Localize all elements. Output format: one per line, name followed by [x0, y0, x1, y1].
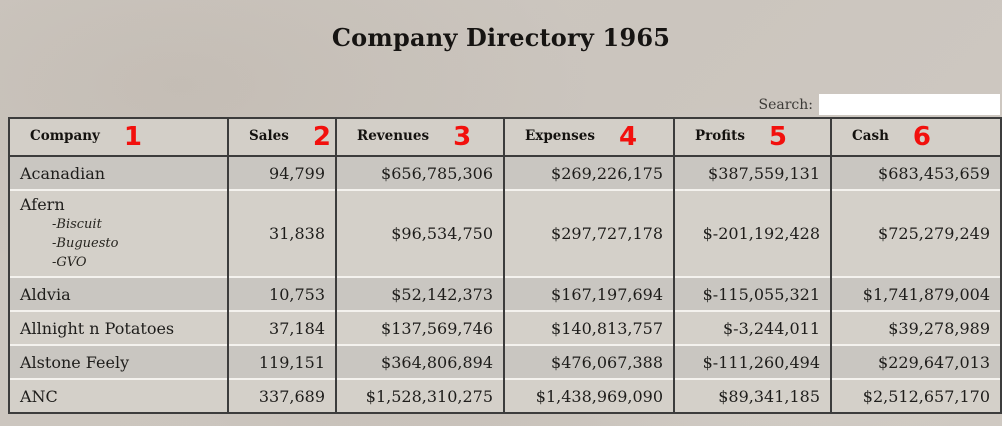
column-header-company[interactable]: Company 1 — [8, 118, 229, 156]
profits-value: $387,559,131 — [673, 156, 832, 190]
subsidiary-item: -Buguesto — [52, 236, 119, 251]
expenses-value: $297,727,178 — [503, 190, 675, 277]
sales-value: 337,689 — [227, 379, 337, 413]
company-name: ANC — [20, 386, 58, 406]
table-row-afern[interactable]: Afern -Biscuit -Buguesto -GVO 31,838 $96… — [8, 190, 1002, 277]
column-label: Cash — [852, 128, 889, 145]
search-bar: Search: — [758, 94, 1000, 115]
profits-value: $89,341,185 — [673, 379, 832, 413]
revenues-value: $96,534,750 — [335, 190, 505, 277]
column-label: Sales — [249, 128, 289, 145]
table-row-allnight-n-potatoes[interactable]: Allnight n Potatoes 37,184 $137,569,746 … — [8, 311, 1002, 345]
cash-value: $725,279,249 — [830, 190, 1002, 277]
revenues-value: $656,785,306 — [335, 156, 505, 190]
company-name: Aldvia — [20, 284, 71, 304]
revenues-value: $1,528,310,275 — [335, 379, 505, 413]
table-row-aldvia[interactable]: Aldvia 10,753 $52,142,373 $167,197,694 $… — [8, 277, 1002, 311]
revenues-value: $52,142,373 — [335, 277, 505, 311]
profits-value: $-111,260,494 — [673, 345, 832, 379]
annotation-badge-4: 4 — [618, 122, 638, 152]
column-header-cash[interactable]: Cash 6 — [830, 118, 1002, 156]
column-header-revenues[interactable]: Revenues 3 — [335, 118, 505, 156]
table-row-alstone-feely[interactable]: Alstone Feely 119,151 $364,806,894 $476,… — [8, 345, 1002, 379]
sales-value: 10,753 — [227, 277, 337, 311]
revenues-value: $364,806,894 — [335, 345, 505, 379]
annotation-badge-2: 2 — [312, 122, 331, 152]
column-label: Profits — [695, 128, 745, 145]
column-header-profits[interactable]: Profits 5 — [673, 118, 832, 156]
sales-value: 31,838 — [227, 190, 337, 277]
company-name: Afern — [20, 195, 65, 214]
company-name: Alstone Feely — [20, 352, 130, 372]
cash-value: $683,453,659 — [830, 156, 1002, 190]
annotation-badge-3: 3 — [453, 122, 472, 152]
company-table: Company 1 Sales 2 Revenues 3 — [8, 117, 1002, 414]
company-name: Allnight n Potatoes — [20, 318, 175, 338]
annotation-badge-1: 1 — [123, 122, 142, 152]
cash-value: $2,512,657,170 — [830, 379, 1002, 413]
company-table-container: Company 1 Sales 2 Revenues 3 — [8, 117, 1002, 414]
column-label: Company — [30, 128, 100, 145]
search-label: Search: — [758, 96, 814, 113]
column-header-expenses[interactable]: Expenses 4 — [503, 118, 675, 156]
sales-value: 94,799 — [227, 156, 337, 190]
cash-value: $39,278,989 — [830, 311, 1002, 345]
revenues-value: $137,569,746 — [335, 311, 505, 345]
sales-value: 119,151 — [227, 345, 337, 379]
search-input[interactable] — [819, 94, 1000, 115]
profits-value: $-3,244,011 — [673, 311, 832, 345]
expenses-value: $269,226,175 — [503, 156, 675, 190]
column-label: Expenses — [525, 128, 595, 145]
subsidiary-list: -Biscuit -Buguesto -GVO — [20, 215, 227, 272]
expenses-value: $476,067,388 — [503, 345, 675, 379]
cash-value: $1,741,879,004 — [830, 277, 1002, 311]
sales-value: 37,184 — [227, 311, 337, 345]
page-title: Company Directory 1965 — [331, 23, 671, 52]
annotation-badge-6: 6 — [912, 122, 932, 152]
table-row-acanadian[interactable]: Acanadian 94,799 $656,785,306 $269,226,1… — [8, 156, 1002, 190]
column-header-sales[interactable]: Sales 2 — [227, 118, 337, 156]
cash-value: $229,647,013 — [830, 345, 1002, 379]
expenses-value: $1,438,969,090 — [503, 379, 675, 413]
company-name: Acanadian — [20, 163, 106, 183]
profits-value: $-201,192,428 — [673, 190, 832, 277]
expenses-value: $140,813,757 — [503, 311, 675, 345]
column-label: Revenues — [357, 128, 430, 145]
expenses-value: $167,197,694 — [503, 277, 675, 311]
subsidiary-item: -GVO — [52, 255, 87, 270]
table-row-anc[interactable]: ANC 337,689 $1,528,310,275 $1,438,969,09… — [8, 379, 1002, 413]
subsidiary-item: -Biscuit — [52, 217, 102, 232]
annotation-badge-5: 5 — [768, 122, 788, 152]
profits-value: $-115,055,321 — [673, 277, 832, 311]
table-header-row: Company 1 Sales 2 Revenues 3 — [8, 118, 1002, 156]
